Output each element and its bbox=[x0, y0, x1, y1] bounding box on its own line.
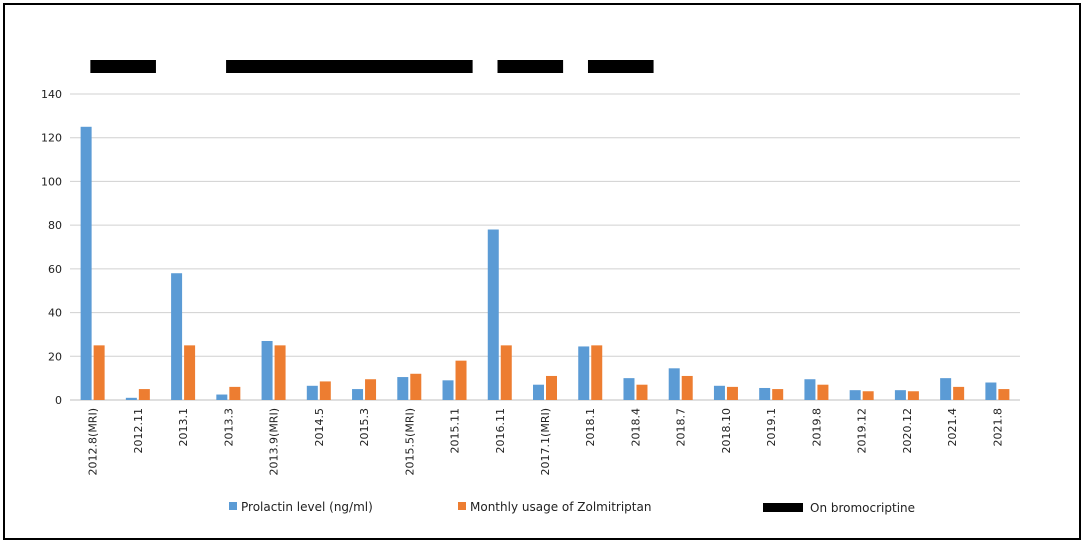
bar-prolactin bbox=[894, 390, 906, 400]
x-tick-label: 2019.1 bbox=[765, 408, 778, 447]
y-tick-label: 60 bbox=[48, 263, 62, 276]
x-tick-label: 2014.5 bbox=[313, 408, 326, 447]
bar-zolmitriptan bbox=[772, 389, 784, 400]
y-tick-label: 120 bbox=[41, 132, 62, 145]
legend-swatch-bromocriptine bbox=[763, 503, 803, 512]
bar-zolmitriptan bbox=[953, 386, 965, 400]
y-tick-label: 0 bbox=[55, 394, 62, 407]
bar-zolmitriptan bbox=[817, 384, 829, 400]
bar-prolactin bbox=[849, 390, 861, 400]
bar-prolactin bbox=[487, 229, 499, 400]
x-tick-label: 2018.4 bbox=[629, 408, 642, 447]
y-tick-label: 20 bbox=[48, 350, 62, 363]
bar-zolmitriptan bbox=[907, 391, 919, 400]
bar-prolactin bbox=[125, 397, 137, 400]
bar-prolactin bbox=[80, 126, 92, 401]
bar-zolmitriptan bbox=[998, 389, 1010, 400]
x-tick-label: 2016.11 bbox=[494, 408, 507, 454]
bar-zolmitriptan bbox=[138, 389, 150, 400]
bar-zolmitriptan bbox=[681, 375, 693, 400]
bar-zolmitriptan bbox=[410, 373, 422, 400]
bar-prolactin bbox=[985, 382, 997, 400]
bromocriptine-period-bar bbox=[497, 60, 564, 73]
bromocriptine-period-bar bbox=[226, 60, 473, 73]
bar-prolactin bbox=[533, 384, 544, 400]
bar-zolmitriptan bbox=[500, 345, 512, 400]
bar-prolactin bbox=[578, 346, 590, 400]
x-tick-label: 2021.4 bbox=[946, 408, 959, 447]
bar-zolmitriptan bbox=[229, 386, 241, 400]
x-tick-label: 2013.9(MRI) bbox=[268, 408, 281, 475]
legend-label-prolactin: Prolactin level (ng/ml) bbox=[241, 500, 373, 514]
bar-zolmitriptan bbox=[184, 345, 196, 400]
legend-label-bromocriptine: On bromocriptine bbox=[810, 501, 915, 515]
bar-zolmitriptan bbox=[726, 386, 738, 400]
bar-prolactin bbox=[216, 394, 228, 400]
bar-zolmitriptan bbox=[546, 375, 557, 400]
y-axis-ticks: 0 20 40 60 80 100 120 140 bbox=[41, 88, 62, 407]
x-tick-label: 2012.8(MRI) bbox=[87, 408, 100, 475]
x-tick-label: 2015.11 bbox=[449, 408, 462, 454]
bar-prolactin bbox=[306, 385, 318, 400]
bars bbox=[80, 126, 1010, 401]
bar-zolmitriptan bbox=[365, 379, 377, 400]
bar-prolactin bbox=[261, 340, 273, 400]
bromocriptine-period-bar bbox=[587, 60, 654, 73]
x-tick-label: 2019.8 bbox=[810, 408, 823, 447]
x-tick-label: 2018.7 bbox=[675, 408, 688, 447]
x-tick-label: 2013.1 bbox=[177, 408, 190, 447]
x-tick-label: 2018.1 bbox=[584, 408, 597, 447]
bar-zolmitriptan bbox=[862, 391, 874, 400]
grid-lines bbox=[70, 93, 1020, 401]
bar-zolmitriptan bbox=[274, 345, 286, 400]
x-tick-label: 2012.11 bbox=[132, 408, 145, 454]
legend: Prolactin level (ng/ml) Monthly usage of… bbox=[229, 500, 915, 515]
bar-prolactin bbox=[397, 377, 409, 400]
x-tick-label: 2015.3 bbox=[358, 408, 371, 447]
legend-swatch-prolactin bbox=[229, 502, 237, 510]
x-tick-label: 2013.3 bbox=[222, 408, 235, 447]
bar-prolactin bbox=[759, 387, 771, 400]
x-tick-label: 2019.12 bbox=[856, 408, 869, 454]
y-tick-label: 140 bbox=[41, 88, 62, 101]
bar-prolactin bbox=[668, 368, 680, 400]
x-tick-label: 2017.1(MRI) bbox=[539, 408, 552, 475]
bar-prolactin bbox=[713, 385, 725, 400]
x-tick-label: 2018.10 bbox=[720, 408, 733, 454]
x-tick-label: 2015.5(MRI) bbox=[403, 408, 416, 475]
x-axis-ticks: 2012.8(MRI) 2012.11 2013.1 2013.3 2013.9(MRI… bbox=[87, 408, 1005, 475]
bar-zolmitriptan bbox=[455, 360, 467, 400]
legend-swatch-zolmitriptan bbox=[458, 502, 466, 510]
y-tick-label: 80 bbox=[48, 219, 62, 232]
bar-zolmitriptan bbox=[636, 384, 648, 400]
bar-prolactin bbox=[171, 273, 183, 400]
bar-prolactin bbox=[940, 378, 952, 400]
legend-label-zolmitriptan: Monthly usage of Zolmitriptan bbox=[470, 500, 651, 514]
bromocriptine-period-bar bbox=[90, 60, 156, 73]
bar-zolmitriptan bbox=[591, 345, 603, 400]
y-tick-label: 40 bbox=[48, 307, 62, 320]
bromocriptine-periods bbox=[90, 60, 654, 73]
bar-prolactin bbox=[442, 380, 454, 400]
bar-zolmitriptan bbox=[319, 381, 331, 400]
x-tick-label: 2020.12 bbox=[901, 408, 914, 454]
bar-prolactin bbox=[623, 378, 635, 400]
bar-prolactin bbox=[352, 389, 364, 400]
bar-prolactin bbox=[804, 379, 816, 400]
x-tick-label: 2021.8 bbox=[991, 408, 1004, 447]
bar-zolmitriptan bbox=[93, 345, 105, 400]
chart-frame bbox=[3, 3, 1081, 540]
y-tick-label: 100 bbox=[41, 175, 62, 188]
